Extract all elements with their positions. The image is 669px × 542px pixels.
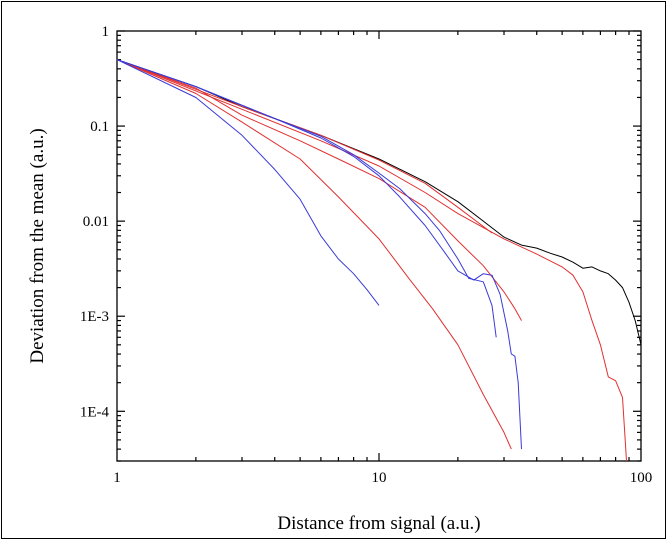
y-tick-label: 1E-4 [80,404,110,420]
y-tick-label: 1E-3 [80,309,109,325]
series-line-2 [116,59,493,234]
series-layer [116,59,642,462]
x-tick-label: 100 [630,470,653,486]
series-line-1 [116,59,642,345]
series-line-7 [116,59,522,450]
tick-labels: 1 10 100 1 0.1 0.01 1E-3 1E-4 [80,24,652,486]
series-line-3 [116,59,627,462]
x-tick-label: 1 [113,470,121,486]
series-line-6 [116,59,497,338]
y-tick-label: 1 [102,24,110,40]
series-line-5 [116,59,512,450]
series-line-4 [116,59,522,321]
plot-area-border [116,30,642,462]
y-tick-label: 0.1 [90,119,109,135]
y-axis-title: Deviation from the mean (a.u.) [27,128,48,363]
x-tick-label: 10 [372,470,387,486]
axis-ticks [117,30,641,462]
x-axis-title: Distance from signal (a.u.) [277,513,480,534]
series-line-8 [116,59,380,306]
y-tick-label: 0.01 [83,214,109,230]
